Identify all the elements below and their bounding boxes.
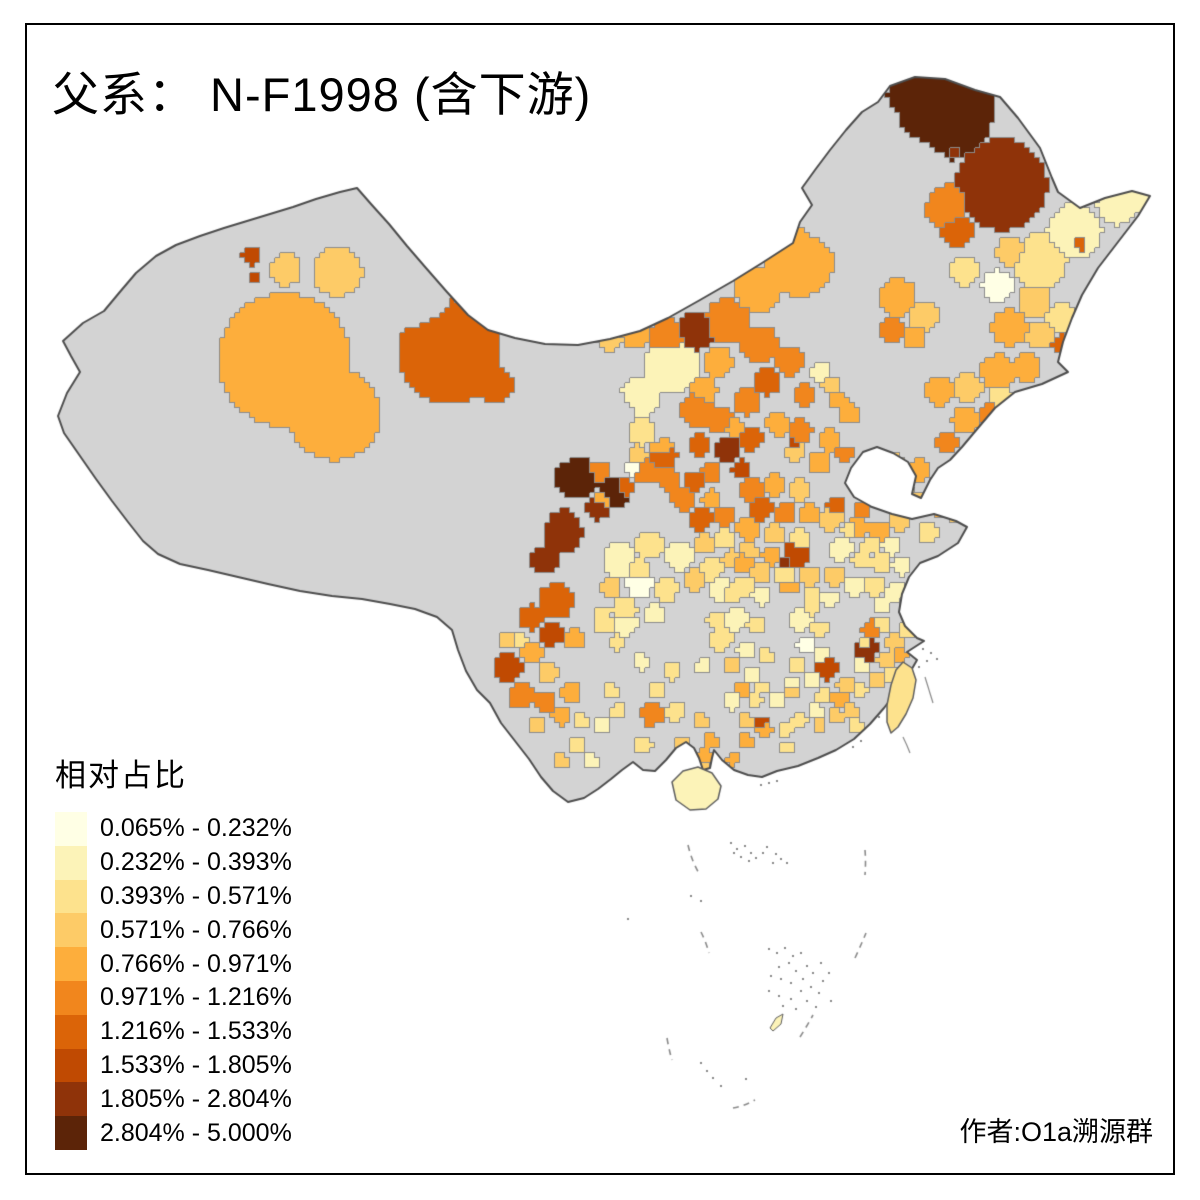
legend-swatch	[55, 1082, 87, 1117]
legend-row: 1.216% - 1.533%	[55, 1014, 292, 1049]
legend-row: 0.766% - 0.971%	[55, 947, 292, 981]
legend-row: 0.571% - 0.766%	[55, 913, 292, 948]
legend-row: 1.805% - 2.804%	[55, 1082, 292, 1117]
legend-label: 1.216% - 1.533%	[100, 1017, 292, 1046]
legend-label: 0.232% - 0.393%	[100, 848, 292, 877]
legend-swatch	[55, 845, 87, 880]
legend-label: 0.971% - 1.216%	[100, 983, 292, 1012]
legend-swatch	[55, 980, 87, 1015]
legend: 相对占比 0.065% - 0.232% 0.232% - 0.393% 0.393…	[55, 750, 292, 1150]
legend-label: 0.766% - 0.971%	[100, 949, 292, 978]
legend-swatch	[55, 1116, 87, 1150]
attribution: 作者:O1a溯源群	[959, 1117, 1153, 1147]
legend-label: 0.065% - 0.232%	[100, 814, 292, 843]
legend-title: 相对占比	[55, 758, 187, 793]
legend-swatch	[55, 812, 87, 846]
legend-row: 1.533% - 1.805%	[55, 1048, 292, 1083]
legend-swatch	[55, 1048, 87, 1083]
legend-label: 1.533% - 1.805%	[100, 1050, 292, 1079]
legend-swatch	[55, 913, 87, 948]
legend-row: 0.393% - 0.571%	[55, 879, 292, 914]
legend-swatch	[55, 947, 87, 981]
legend-row: 2.804% - 5.000%	[55, 1116, 292, 1150]
legend-swatch	[55, 879, 87, 914]
legend-label: 2.804% - 5.000%	[100, 1118, 292, 1147]
legend-row: 0.232% - 0.393%	[55, 845, 292, 880]
legend-label: 0.571% - 0.766%	[100, 915, 292, 944]
legend-swatch	[55, 1014, 87, 1049]
legend-label: 0.393% - 0.571%	[100, 881, 292, 910]
legend-label: 1.805% - 2.804%	[100, 1084, 292, 1113]
legend-row: 0.971% - 1.216%	[55, 980, 292, 1015]
map-title: 父系： N-F1998 (含下游)	[52, 68, 592, 121]
legend-rows: 0.065% - 0.232% 0.232% - 0.393% 0.393% - 0…	[55, 812, 292, 1150]
legend-row: 0.065% - 0.232%	[55, 812, 292, 846]
